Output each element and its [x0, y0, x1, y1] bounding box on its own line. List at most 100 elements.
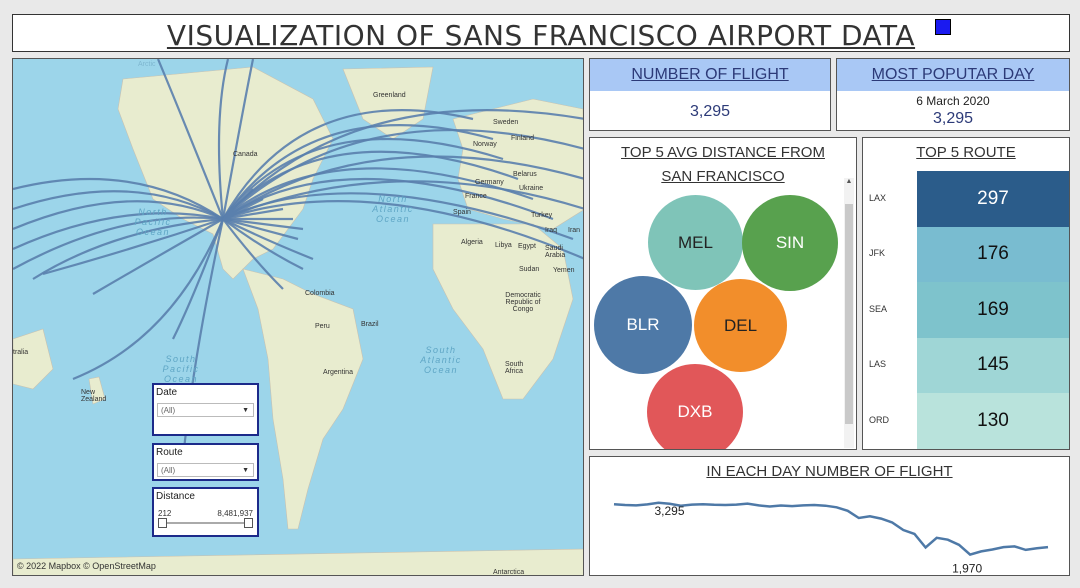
label-france: France [465, 193, 487, 200]
route-bar-lax[interactable]: 297 [917, 171, 1069, 227]
kpi-flights: NUMBER OF FLIGHT 3,295 [589, 58, 831, 131]
label-turkey: Turkey [531, 212, 553, 219]
label-brazil: Brazil [361, 321, 379, 328]
label-spain: Spain [453, 209, 471, 216]
route-bar-las[interactable]: 145 [917, 337, 1069, 393]
distance-slider-track[interactable] [162, 522, 249, 524]
flag-icon[interactable] [935, 19, 951, 35]
scrollbar-thumb[interactable] [845, 204, 853, 424]
distance-slider-min-handle[interactable] [158, 518, 167, 528]
label-canada: Canada [233, 151, 258, 158]
label-iraq: Iraq [545, 227, 558, 234]
daily-flights-title: IN EACH DAY NUMBER OF FLIGHT [706, 463, 953, 480]
bubble-dxb[interactable]: DXB [647, 364, 743, 449]
label-germany: Germany [475, 179, 504, 186]
daily-flights-chart[interactable]: 3,295 1,970 [590, 457, 1071, 577]
route-value-lax: 297 [977, 187, 1009, 209]
label-australia: tralia [13, 349, 29, 356]
distance-max: 8,481,937 [217, 509, 253, 518]
route-value-jfk: 176 [977, 243, 1009, 265]
label-antarctica: Antarctica [493, 569, 525, 576]
bubble-dxb-label: DXB [677, 402, 713, 421]
label-algeria: Algeria [461, 239, 483, 246]
label-south-atlantic: South Atlantic Ocean [420, 345, 462, 375]
bubble-blr[interactable]: BLR [594, 276, 692, 374]
bubble-mel[interactable]: MEL [648, 195, 743, 290]
date-select[interactable]: (All) ▼ [157, 403, 254, 417]
label-north-atlantic: North Atlantic Ocean [372, 194, 414, 224]
map-canvas [13, 59, 583, 575]
dropdown-arrow-icon: ▼ [242, 407, 249, 414]
avg-distance-panel: TOP 5 AVG DISTANCE FROM SAN FRANCISCO ME… [589, 137, 857, 450]
route-select-value: (All) [161, 466, 176, 475]
label-ukraine: Ukraine [519, 185, 544, 192]
top-routes-title: TOP 5 ROUTE [916, 144, 1016, 161]
date-filter-label: Date [156, 387, 178, 398]
label-sweden: Sweden [493, 119, 519, 126]
route-bar-ord[interactable]: 130 [917, 393, 1069, 449]
label-north-pacific: North Pacific Ocean [134, 207, 172, 237]
route-code-las: LAS [869, 359, 887, 370]
route-code-ord: ORD [869, 414, 889, 425]
label-iran: Iran [568, 227, 581, 234]
label-libya: Libya [495, 242, 512, 249]
date-filter[interactable]: Date (All) ▼ [152, 383, 259, 436]
label-finland: Finland [511, 135, 534, 142]
distance-filter-label: Distance [156, 491, 195, 502]
date-select-value: (All) [161, 406, 176, 415]
label-south-africa: South Africa [505, 361, 524, 375]
route-code-sea: SEA [869, 303, 888, 314]
route-bar-sea[interactable]: 169 [917, 282, 1069, 338]
label-peru: Peru [315, 323, 330, 330]
label-greenland: Greenland [373, 92, 406, 99]
label-arctic: Arctic [138, 61, 156, 68]
label-colombia: Colombia [305, 290, 335, 297]
bubble-sin-label: SIN [775, 233, 805, 252]
daily-flights-panel: IN EACH DAY NUMBER OF FLIGHT 3,295 1,970 [589, 456, 1070, 576]
route-value-ord: 130 [977, 409, 1009, 431]
kpi-popular-day-date: 6 March 2020 [916, 94, 990, 108]
distance-slider-max-handle[interactable] [244, 518, 253, 528]
title-bar: VISUALIZATION OF SANS FRANCISCO AIRPORT … [12, 14, 1070, 52]
route-map[interactable]: Greenland Sweden Finland Norway Belarus … [12, 58, 584, 576]
kpi-popular-day-label: MOST POPUTAR DAY [837, 59, 1069, 91]
bubble-blr-label: BLR [626, 315, 660, 334]
bubble-mel-label: MEL [678, 232, 713, 252]
scroll-up-icon[interactable]: ▲ [845, 178, 853, 185]
top-routes-panel: TOP 5 ROUTE LAX 297 JFK 176 SEA 169 LAS 145 ORD 1… [862, 137, 1070, 450]
route-value-sea: 169 [977, 298, 1009, 320]
bubble-del-label: DEL [723, 315, 758, 335]
daily-flights-line[interactable] [613, 501, 1049, 556]
route-arcs [13, 59, 583, 460]
bubble-del[interactable]: DEL [694, 279, 787, 372]
label-sudan: Sudan [519, 266, 540, 273]
label-yemen: Yemen [553, 267, 575, 274]
route-filter-label: Route [156, 447, 183, 458]
route-bar-jfk[interactable]: 176 [917, 226, 1069, 282]
label-new-zealand: New Zealand [81, 389, 107, 403]
avg-distance-title-line1: TOP 5 AVG DISTANCE FROM [621, 144, 825, 161]
route-value-las: 145 [977, 354, 1009, 376]
route-filter[interactable]: Route (All) ▼ [152, 443, 259, 481]
route-code-lax: LAX [869, 192, 887, 203]
avg-distance-title-line2: SAN FRANCISCO [661, 168, 785, 185]
label-belarus: Belarus [513, 171, 537, 178]
distance-filter[interactable]: Distance 212 8,481,937 [152, 487, 259, 537]
avg-distance-scrollbar[interactable]: ▲ ▼ [844, 178, 854, 448]
label-south-pacific: South Pacific Ocean [162, 354, 200, 384]
kpi-popular-day-value: 3,295 [932, 110, 974, 127]
kpi-popular-day: MOST POPUTAR DAY 6 March 2020 3,295 [836, 58, 1070, 131]
dashboard-title: VISUALIZATION OF SANS FRANCISCO AIRPORT … [166, 19, 916, 52]
route-select[interactable]: (All) ▼ [157, 463, 254, 477]
min-value-label: 1,970 [952, 562, 982, 576]
label-dr-congo: Democratic Republic of Congo [505, 292, 541, 313]
label-norway: Norway [473, 141, 497, 148]
kpi-flights-label: NUMBER OF FLIGHT [590, 59, 830, 91]
kpi-flights-value: 3,295 [689, 103, 731, 120]
label-egypt: Egypt [518, 243, 536, 250]
bubble-sin[interactable]: SIN [742, 195, 838, 291]
distance-min: 212 [158, 509, 172, 518]
label-saudi-arabia: Saudi Arabia [545, 245, 566, 259]
map-credit[interactable]: © 2022 Mapbox © OpenStreetMap [17, 561, 156, 571]
dropdown-arrow-icon: ▼ [242, 467, 249, 474]
